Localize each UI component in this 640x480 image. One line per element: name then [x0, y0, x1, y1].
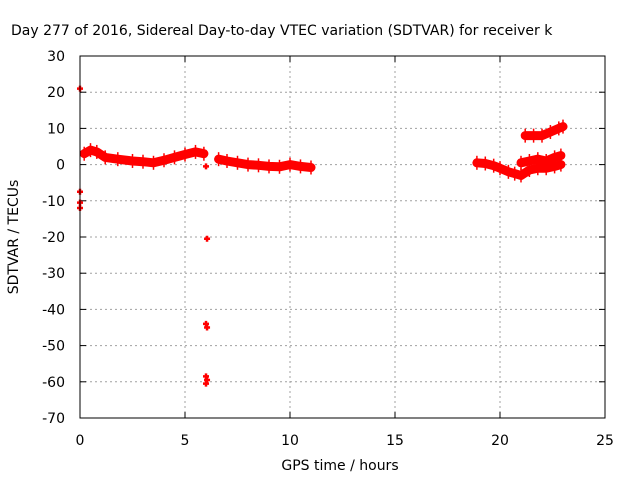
y-tick-label: 30	[47, 49, 65, 65]
y-tick-label: -20	[42, 230, 65, 246]
x-tick-label: 25	[596, 433, 614, 449]
y-tick-label: 10	[47, 121, 65, 137]
y-tick-label: -50	[42, 339, 65, 355]
x-tick-label: 15	[386, 433, 404, 449]
y-tick-label: 20	[47, 85, 65, 101]
data-point	[203, 163, 209, 170]
x-tick-label: 5	[181, 433, 190, 449]
y-axis-label: SDTVAR / TECUs	[6, 180, 22, 295]
y-tick-label: -10	[42, 194, 65, 210]
y-tick-label: -70	[42, 411, 65, 427]
data-band	[79, 145, 209, 168]
data-series	[77, 85, 568, 387]
x-axis-label: GPS time / hours	[281, 458, 398, 474]
x-tick-label: 0	[76, 433, 85, 449]
data-point	[203, 380, 209, 387]
data-band	[472, 158, 566, 180]
data-band	[214, 154, 316, 172]
data-band	[516, 151, 566, 168]
tick-labels: 0 5 10 15 20 25 30 20 10 0 -10 -20 -30 -40 -50 -60 -70	[42, 49, 614, 449]
grid-lines	[80, 56, 605, 418]
y-tick-label: -60	[42, 375, 65, 391]
x-tick-label: 20	[491, 433, 509, 449]
y-tick-label: -30	[42, 266, 65, 282]
y-tick-label: -40	[42, 302, 65, 318]
data-point	[204, 324, 211, 331]
y-tick-label: 0	[56, 158, 65, 174]
x-tick-label: 10	[281, 433, 299, 449]
plot-frame	[79, 55, 606, 419]
chart-title: Day 277 of 2016, Sidereal Day-to-day VTE…	[11, 23, 553, 39]
data-point	[204, 235, 211, 242]
